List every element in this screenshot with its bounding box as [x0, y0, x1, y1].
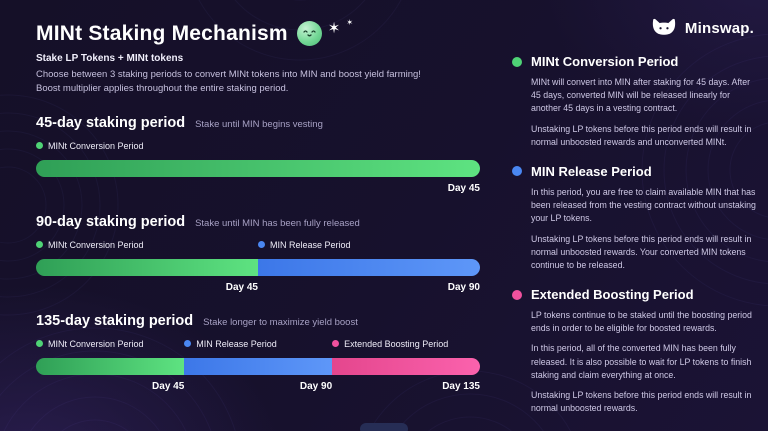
- day-labels: Day 45 Day 90: [36, 282, 480, 294]
- timeline-subtitle: Stake until MIN has been fully released: [195, 217, 360, 229]
- detail-heading: MINt Conversion Period: [512, 54, 758, 69]
- timeline-135-day: 135-day staking period Stake longer to m…: [36, 313, 480, 393]
- legend-label: MIN Release Period: [196, 338, 277, 349]
- page-title: MINt Staking Mechanism: [36, 21, 288, 45]
- timeline-subtitle: Stake longer to maximize yield boost: [203, 316, 358, 328]
- bar-segment-boosting: [332, 357, 480, 375]
- bar-segment-conversion: [36, 258, 258, 276]
- detail-paragraph: Unstaking LP tokens before this period e…: [531, 233, 752, 270]
- brand-logo: Minswap.: [512, 18, 754, 39]
- timeline-title: 135-day staking period: [36, 312, 194, 329]
- timeline-legend: MINt Conversion Period: [36, 141, 480, 152]
- timeline-bar: [36, 258, 480, 276]
- day-label: Day 90: [299, 380, 333, 392]
- pink-dot-icon: [512, 289, 522, 300]
- legend-label: MIN Release Period: [270, 239, 351, 250]
- legend-item: MIN Release Period: [258, 240, 351, 250]
- bottom-tab-decoration: [360, 423, 408, 431]
- day-label: Day 45: [225, 281, 258, 293]
- timeline-45-day: 45-day staking period Stake until MIN be…: [36, 115, 480, 195]
- detail-min-release: MIN Release Period In this period, you a…: [512, 164, 758, 272]
- timeline-90-day: 90-day staking period Stake until MIN ha…: [36, 214, 480, 294]
- title-row: MINt Staking Mechanism ✶ ✶: [36, 17, 480, 46]
- green-dot-icon: [36, 241, 43, 249]
- subtitle: Stake LP Tokens + MINt tokens: [36, 53, 184, 64]
- timeline-legend: MINt Conversion Period MIN Release Perio…: [36, 240, 480, 251]
- detail-title: Extended Boosting Period: [531, 287, 694, 303]
- detail-paragraph: LP tokens continue to be staked until th…: [531, 310, 752, 334]
- detail-mint-conversion: MINt Conversion Period MINt will convert…: [512, 54, 758, 149]
- timeline-legend: MINt Conversion Period MIN Release Perio…: [36, 339, 480, 350]
- legend-label: Extended Boosting Period: [344, 338, 449, 349]
- description: Choose between 3 staking periods to conv…: [36, 68, 480, 96]
- timeline-subtitle: Stake until MIN begins vesting: [195, 118, 323, 130]
- detail-paragraph: Unstaking LP tokens before this period e…: [531, 123, 752, 147]
- detail-heading: MIN Release Period: [512, 164, 758, 179]
- legend-item: Extended Boosting Period: [332, 339, 448, 349]
- bar-segment-release: [258, 258, 480, 276]
- blue-dot-icon: [184, 340, 192, 348]
- detail-paragraph: MINt will convert into MIN after staking…: [531, 77, 751, 114]
- blue-dot-icon: [258, 241, 265, 249]
- day-label: Day 45: [447, 182, 480, 194]
- pink-dot-icon: [332, 340, 340, 348]
- day-label: Day 135: [442, 380, 480, 392]
- timeline-heading: 90-day staking period Stake until MIN ha…: [36, 214, 480, 230]
- legend-label: MINt Conversion Period: [48, 239, 144, 250]
- sparkle-small-icon: ✶: [346, 17, 354, 27]
- timeline-heading: 45-day staking period Stake until MIN be…: [36, 115, 480, 131]
- green-dot-icon: [36, 142, 43, 150]
- green-dot-icon: [512, 56, 522, 67]
- legend-label: MINt Conversion Period: [48, 338, 144, 349]
- timeline-bar: [36, 159, 480, 177]
- bar-segment-conversion: [36, 357, 185, 375]
- description-line-1: Choose between 3 staking periods to conv…: [36, 69, 421, 80]
- bar-segment-release: [184, 357, 333, 375]
- timeline-bar: [36, 357, 480, 375]
- timeline-heading: 135-day staking period Stake longer to m…: [36, 313, 480, 329]
- mint-coin-icon: [296, 21, 322, 46]
- main-content: MINt Staking Mechanism ✶ ✶ Stake LP Toke…: [36, 17, 480, 393]
- description-line-2: Boost multiplier applies throughout the …: [36, 82, 289, 94]
- sparkle-icon: ✶: [327, 20, 341, 37]
- timeline-title: 45-day staking period: [36, 114, 186, 131]
- blue-dot-icon: [512, 166, 522, 177]
- legend-label: MINt Conversion Period: [48, 140, 144, 151]
- legend-item: MINt Conversion Period: [36, 339, 144, 349]
- detail-title: MINt Conversion Period: [531, 54, 679, 69]
- timeline-title: 90-day staking period: [36, 213, 186, 230]
- brand-name: Minswap.: [684, 20, 754, 37]
- detail-paragraph: Unstaking LP tokens before this period e…: [531, 390, 752, 414]
- detail-paragraph: In this period, all of the converted MIN…: [531, 343, 752, 380]
- detail-heading: Extended Boosting Period: [512, 287, 758, 302]
- day-label: Day 90: [447, 281, 480, 293]
- day-labels: Day 45: [36, 183, 480, 195]
- green-dot-icon: [36, 340, 43, 348]
- bar-segment-conversion: [36, 159, 480, 177]
- details-panel: Minswap. MINt Conversion Period MINt wil…: [512, 18, 758, 415]
- legend-item: MINt Conversion Period: [36, 240, 144, 250]
- detail-extended-boosting: Extended Boosting Period LP tokens conti…: [512, 287, 758, 415]
- day-label: Day 45: [152, 380, 185, 392]
- minswap-cat-icon: [652, 18, 676, 35]
- day-labels: Day 45 Day 90 Day 135: [36, 381, 480, 393]
- legend-item: MINt Conversion Period: [36, 141, 144, 151]
- legend-item: MIN Release Period: [184, 339, 277, 349]
- detail-paragraph: In this period, you are free to claim av…: [531, 186, 756, 224]
- detail-title: MIN Release Period: [531, 163, 652, 179]
